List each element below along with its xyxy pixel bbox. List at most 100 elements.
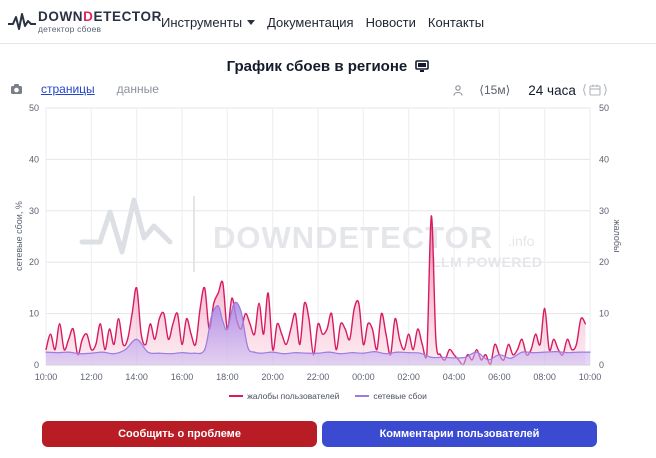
period-selector[interactable]: 24 часа	[528, 82, 576, 98]
complaints-point	[213, 302, 215, 304]
y-tick-label-right: 40	[599, 154, 609, 164]
complaints-point	[403, 348, 405, 351]
complaints-point	[349, 338, 351, 340]
complaints-point	[104, 348, 106, 351]
next-period-button[interactable]: ⟩	[602, 82, 608, 97]
complaints-point	[127, 338, 129, 340]
complaints-point	[199, 307, 201, 310]
network-point	[260, 352, 262, 354]
complaints-point	[81, 338, 83, 340]
complaints-point	[371, 328, 373, 330]
y-tick-label-right: 0	[599, 360, 604, 370]
network-point	[532, 352, 534, 354]
prev-period-button[interactable]: ⟨	[581, 82, 587, 97]
network-point	[578, 351, 580, 353]
x-tick-label: 00:00	[352, 372, 375, 382]
complaints-point	[344, 328, 346, 330]
menu-item-news[interactable]: Новости	[365, 15, 416, 30]
complaints-point	[190, 333, 192, 335]
complaints-point	[408, 333, 410, 335]
complaints-point	[580, 318, 582, 320]
x-tick-label: 16:00	[171, 372, 194, 382]
complaints-point	[222, 282, 224, 284]
report-problem-button[interactable]: Сообщить о проблеме	[42, 421, 317, 447]
network-point	[430, 356, 432, 358]
network-point	[566, 352, 568, 354]
network-point	[247, 346, 249, 348]
menu-item-contacts[interactable]: Контакты	[427, 15, 485, 30]
complaints-point	[453, 354, 455, 356]
complaints-point	[376, 348, 378, 351]
network-point	[68, 351, 70, 353]
network-point	[362, 352, 364, 354]
network-point	[442, 356, 444, 358]
complaints-point	[521, 338, 523, 340]
complaints-point	[430, 215, 432, 217]
network-point	[283, 353, 285, 355]
y-tick-label-right: 30	[599, 206, 609, 216]
complaints-point	[281, 333, 283, 335]
complaints-point	[263, 333, 265, 335]
network-point	[555, 351, 557, 353]
y-tick-label-left: 40	[29, 154, 39, 164]
network-point	[113, 353, 115, 355]
complaints-point	[435, 338, 437, 340]
x-tick-label: 06:00	[488, 372, 511, 382]
complaints-point	[185, 318, 188, 320]
complaints-point	[72, 328, 74, 330]
network-point	[222, 320, 224, 322]
tab-data[interactable]: данные	[116, 82, 159, 96]
interval-selector[interactable]: ⟨15м⟩	[479, 83, 511, 97]
user-icon[interactable]	[453, 84, 463, 96]
network-point	[396, 351, 398, 353]
complaints-point	[584, 323, 587, 325]
x-tick-label: 08:00	[533, 372, 556, 382]
complaints-point	[321, 333, 324, 335]
top-navbar: DOWNDETECTOR детектор сбоев Инструменты …	[0, 0, 656, 44]
complaints-point	[575, 343, 578, 346]
network-point	[453, 357, 455, 359]
menu-item-docs[interactable]: Документация	[267, 15, 354, 30]
page-title: График сбоев в регионе	[0, 58, 656, 75]
complaints-point	[244, 313, 247, 315]
complaints-point	[571, 348, 573, 351]
complaints-point	[326, 328, 328, 330]
complaints-point	[539, 343, 541, 346]
complaints-point	[439, 354, 441, 356]
complaints-point	[86, 333, 88, 335]
network-point	[233, 302, 235, 304]
complaints-point	[512, 354, 514, 356]
x-tick-label: 14:00	[125, 372, 148, 382]
complaints-point	[90, 348, 92, 351]
network-point	[240, 310, 242, 312]
network-point	[226, 328, 228, 330]
complaints-point	[172, 323, 174, 325]
logo[interactable]: DOWNDETECTOR детектор сбоев	[8, 10, 162, 34]
complaints-point	[308, 318, 310, 320]
calendar-icon[interactable]	[589, 84, 601, 96]
complaints-point	[331, 313, 333, 315]
camera-icon[interactable]	[10, 83, 23, 95]
complaints-point	[530, 348, 532, 351]
network-point	[385, 353, 387, 355]
complaints-point	[535, 333, 537, 335]
complaints-point	[467, 354, 469, 356]
complaints-point	[181, 343, 183, 346]
legend-item-network[interactable]: сетевые сбои	[355, 391, 427, 401]
network-point	[340, 353, 342, 355]
network-point	[544, 351, 546, 353]
complaints-point	[412, 348, 414, 351]
legend-item-complaints[interactable]: жалобы пользователей	[229, 391, 339, 401]
network-point	[351, 352, 353, 354]
tab-pages[interactable]: страницы	[41, 82, 95, 96]
network-point	[521, 351, 523, 353]
user-comments-button[interactable]: Комментарии пользователей	[322, 421, 597, 447]
y-tick-label-left: 50	[29, 103, 39, 113]
chart-tabs: страницы данные	[10, 82, 159, 96]
menu-item-tools[interactable]: Инструменты	[161, 15, 256, 30]
complaints-point	[353, 307, 355, 310]
x-tick-label: 04:00	[443, 372, 466, 382]
monitor-icon[interactable]	[415, 60, 430, 73]
network-point	[192, 352, 194, 354]
network-point	[102, 351, 104, 353]
